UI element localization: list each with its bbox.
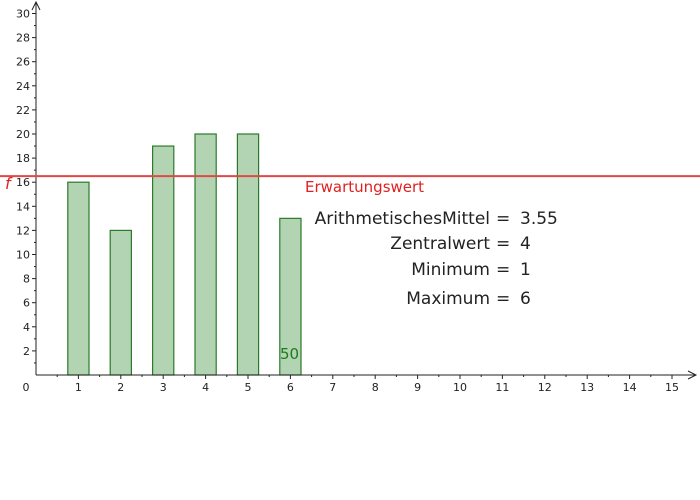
x-tick-label-13: 13 — [580, 381, 594, 394]
stat-maximum-equals: = — [496, 289, 511, 309]
y-tick-label-28: 28 — [16, 32, 30, 45]
function-label-f: f — [5, 174, 11, 193]
x-tick-label-14: 14 — [623, 381, 637, 394]
stat-minimum-equals: = — [496, 260, 511, 280]
x-tick-label-8: 8 — [372, 381, 379, 394]
y-tick-label-26: 26 — [16, 56, 30, 69]
y-tick-label-12: 12 — [16, 224, 30, 237]
x-tick-label-11: 11 — [495, 381, 509, 394]
x-tick-label-10: 10 — [453, 381, 467, 394]
stat-maximum: Maximum = 6 — [0, 289, 560, 313]
y-tick-label-24: 24 — [16, 80, 30, 93]
x-tick-label-7: 7 — [329, 381, 336, 394]
stat-maximum-name: Maximum — [406, 289, 490, 309]
y-tick-label-16: 16 — [16, 176, 30, 189]
stat-minimum: Minimum = 1 — [0, 260, 560, 284]
y-tick-label-14: 14 — [16, 200, 30, 213]
y-tick-label-18: 18 — [16, 152, 30, 165]
x-tick-label-2: 2 — [117, 381, 124, 394]
y-tick-label-22: 22 — [16, 104, 30, 117]
y-tick-label-6: 6 — [23, 297, 30, 310]
stat-median-name: Zentralwert — [390, 234, 490, 254]
y-tick-label-10: 10 — [16, 249, 30, 262]
stat-mean-value: 3.55 — [520, 209, 558, 229]
y-tick-label-8: 8 — [23, 273, 30, 286]
y-tick-label-30: 30 — [16, 8, 30, 21]
stat-mean: ArithmetischesMittel = 3.55 — [0, 209, 560, 233]
y-tick-label-2: 2 — [23, 345, 30, 358]
origin-label: 0 — [23, 381, 30, 394]
stat-maximum-value: 6 — [520, 289, 531, 309]
x-tick-label-5: 5 — [245, 381, 252, 394]
stat-median-value: 4 — [520, 234, 531, 254]
x-axis-arrow — [687, 370, 698, 380]
expected-value-label: Erwartungswert — [305, 178, 425, 196]
y-tick-label-4: 4 — [23, 321, 30, 334]
x-tick-label-12: 12 — [538, 381, 552, 394]
stat-median: Zentralwert = 4 — [0, 234, 560, 258]
x-tick-label-15: 15 — [665, 381, 679, 394]
stat-minimum-value: 1 — [520, 260, 531, 280]
y-axis-arrow — [31, 0, 41, 11]
y-tick-label-20: 20 — [16, 128, 30, 141]
stat-minimum-name: Minimum — [411, 260, 490, 280]
count-label: 50 — [280, 345, 300, 363]
x-tick-label-1: 1 — [75, 381, 82, 394]
stat-mean-equals: = — [496, 209, 511, 229]
x-tick-label-4: 4 — [202, 381, 209, 394]
x-tick-label-9: 9 — [414, 381, 421, 394]
x-tick-label-6: 6 — [287, 381, 294, 394]
stat-mean-name: ArithmetischesMittel — [314, 209, 490, 229]
stat-median-equals: = — [496, 234, 511, 254]
x-tick-label-3: 3 — [160, 381, 167, 394]
